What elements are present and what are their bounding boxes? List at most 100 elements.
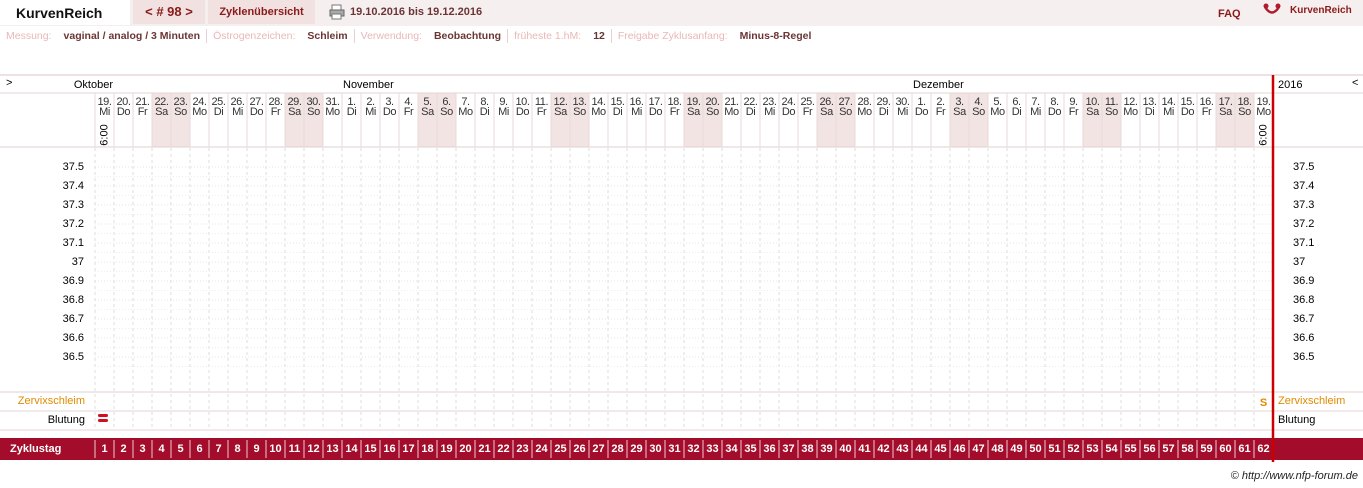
weekend-shade <box>1083 93 1102 147</box>
day-weekday: Fr <box>138 106 148 118</box>
bleeding-mark <box>98 414 108 417</box>
day-date: 19. <box>1256 96 1270 108</box>
day-date: 22. <box>743 96 757 108</box>
temp-label: 37 <box>1293 256 1305 268</box>
year-label: 2016 <box>1278 79 1302 91</box>
day-weekday: Do <box>117 106 131 118</box>
day-weekday: Sa <box>687 106 701 118</box>
cycle-day: 9 <box>253 443 259 455</box>
weekend-shade <box>304 93 323 147</box>
faq-link[interactable]: FAQ <box>1218 8 1241 20</box>
cycle-day: 39 <box>820 443 832 455</box>
day-date: 21. <box>135 96 149 108</box>
cycle-day: 11 <box>289 443 301 455</box>
nav-next[interactable]: < <box>1352 77 1358 89</box>
day-weekday: Sa <box>554 106 568 118</box>
weekend-shade <box>703 93 722 147</box>
day-date: 13. <box>572 96 586 108</box>
cycle-day-label: Zyklustag <box>10 443 61 455</box>
day-date: 12. <box>1123 96 1137 108</box>
setting-value: Schleim <box>307 30 348 42</box>
time-label: 6:00 <box>98 124 110 145</box>
cycle-day: 53 <box>1086 443 1098 455</box>
temp-label: 36.6 <box>1293 332 1314 344</box>
logo-icon[interactable] <box>1262 2 1282 20</box>
day-weekday: Di <box>1145 106 1155 118</box>
month-label: Oktober <box>74 79 113 91</box>
day-weekday: So <box>706 106 719 118</box>
day-weekday: Di <box>214 106 224 118</box>
day-weekday: Fr <box>537 106 547 118</box>
day-weekday: So <box>307 106 320 118</box>
day-weekday: Fr <box>1069 106 1079 118</box>
cycle-day: 49 <box>1010 443 1022 455</box>
logo-text[interactable]: KurvenReich <box>1290 5 1352 16</box>
bleeding-mark <box>98 419 108 422</box>
cycle-day: 7 <box>215 443 221 455</box>
day-date: 12. <box>553 96 567 108</box>
day-date: 21. <box>724 96 738 108</box>
day-date: 11. <box>535 96 549 108</box>
cycle-nav[interactable]: < # 98 > <box>133 0 205 24</box>
day-date: 1. <box>917 96 926 108</box>
day-date: 26. <box>819 96 833 108</box>
cycle-day: 48 <box>991 443 1003 455</box>
day-weekday: Sa <box>288 106 302 118</box>
row-label: Blutung <box>1278 414 1315 426</box>
time-label: 6:00 <box>1257 124 1269 145</box>
setting-value: Minus-8-Regel <box>739 30 812 42</box>
day-date: 2. <box>936 96 945 108</box>
cycle-day: 26 <box>573 443 585 455</box>
day-date: 6. <box>1012 96 1021 108</box>
weekend-shade <box>1102 93 1121 147</box>
day-weekday: Fr <box>404 106 414 118</box>
day-weekday: Mi <box>365 106 376 118</box>
day-date: 6. <box>442 96 451 108</box>
day-date: 22. <box>154 96 168 108</box>
day-weekday: Fr <box>1202 106 1212 118</box>
day-weekday: Mi <box>764 106 775 118</box>
day-date: 17. <box>1218 96 1232 108</box>
day-date: 5. <box>993 96 1002 108</box>
day-date: 11. <box>1105 96 1119 108</box>
weekend-shade <box>836 93 855 147</box>
day-date: 1. <box>347 96 356 108</box>
temp-label: 36.8 <box>1293 294 1314 306</box>
cycle-day: 15 <box>364 443 376 455</box>
temp-label: 37.1 <box>1293 237 1314 249</box>
day-date: 20. <box>705 96 719 108</box>
temp-label: 37.3 <box>1293 199 1314 211</box>
day-weekday: Fr <box>670 106 680 118</box>
weekend-shade <box>551 93 570 147</box>
day-date: 27. <box>838 96 852 108</box>
nav-prev[interactable]: > <box>6 77 12 89</box>
day-weekday: Sa <box>1219 106 1233 118</box>
cycle-day: 29 <box>630 443 642 455</box>
print-icon[interactable] <box>329 4 345 20</box>
cycle-day: 44 <box>915 443 928 455</box>
setting-label: Östrogenzeichen: <box>213 30 296 42</box>
weekend-shade <box>437 93 456 147</box>
day-weekday: Mi <box>1030 106 1041 118</box>
row-label: Blutung <box>48 414 85 426</box>
temp-label: 37.3 <box>63 199 84 211</box>
cycle-day: 33 <box>706 443 718 455</box>
weekend-shade <box>152 93 171 147</box>
temp-label: 36.5 <box>63 351 84 363</box>
day-weekday: So <box>440 106 453 118</box>
day-weekday: Sa <box>421 106 435 118</box>
cycle-day: 18 <box>421 443 433 455</box>
day-weekday: So <box>972 106 985 118</box>
setting: Messung: vaginal / analog / 3 Minuten <box>6 29 206 43</box>
day-date: 16. <box>1199 96 1213 108</box>
brand-tab[interactable]: KurvenReich <box>0 0 130 25</box>
temp-label: 37.4 <box>63 180 84 192</box>
day-date: 19. <box>97 96 111 108</box>
cycle-day: 10 <box>269 443 281 455</box>
setting-value: vaginal / analog / 3 Minuten <box>63 30 201 42</box>
day-weekday: Mo <box>192 106 207 118</box>
day-weekday: Di <box>1012 106 1022 118</box>
temp-label: 36.7 <box>63 313 84 325</box>
weekend-shade <box>1235 93 1254 147</box>
overview-tab[interactable]: Zyklenübersicht <box>208 0 315 24</box>
